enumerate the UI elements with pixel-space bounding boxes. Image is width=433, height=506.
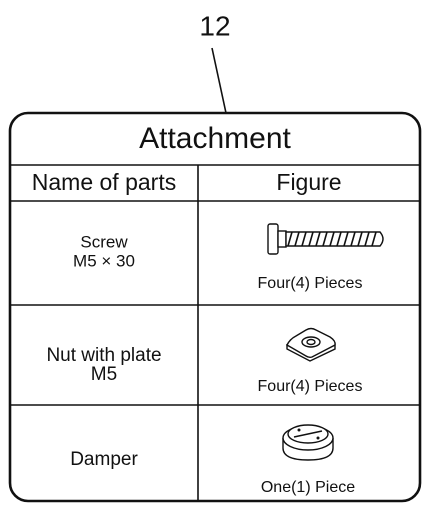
table-frame [8, 111, 422, 503]
part-name: Damper [70, 449, 138, 470]
part-name: Screw [80, 232, 128, 251]
part-name: M5 [91, 364, 117, 385]
nut-icon [286, 327, 336, 362]
screw-icon [267, 223, 384, 255]
leader-line [211, 47, 227, 114]
damper-icon [282, 424, 334, 461]
part-name: M5 × 30 [73, 251, 135, 270]
header-cell: Name of parts [32, 169, 176, 195]
callout-number: 12 [199, 10, 230, 41]
header-cell: Figure [276, 169, 341, 195]
part-quantity: Four(4) Pieces [258, 378, 363, 395]
table-title: Attachment [139, 122, 291, 155]
part-quantity: Four(4) Pieces [258, 275, 363, 292]
part-quantity: One(1) Piece [261, 479, 355, 496]
part-name: Nut with plate [46, 345, 161, 366]
